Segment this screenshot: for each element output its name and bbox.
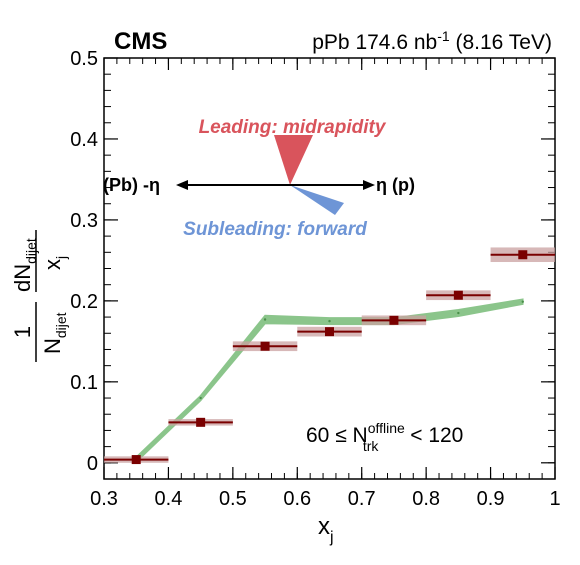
data-point: [131, 455, 141, 465]
svg-text:1: 1: [10, 326, 35, 338]
svg-text:Ndijet: Ndijet: [40, 312, 69, 354]
subleading-label: Subleading: forward: [183, 219, 367, 240]
y-tick-label: 0.3: [70, 210, 98, 232]
y-tick-label: 0.4: [70, 129, 98, 151]
x-tick-labels: 0.3 0.4 0.5 0.6 0.7 0.8 0.9 1: [90, 488, 560, 510]
x-tick-label: 0.5: [219, 488, 247, 510]
eta-arrow-left-head: [176, 180, 188, 190]
y-tick-label: 0.2: [70, 291, 98, 313]
data-point: [196, 417, 206, 427]
x-axis-title: xj: [318, 513, 334, 546]
axis-ticks: [103, 57, 556, 480]
y-axis-title: 1 Ndijet dNdijet xj: [10, 230, 69, 362]
x-tick-label: 0.6: [283, 488, 311, 510]
eta-right-label: η (p): [376, 175, 415, 195]
leading-jet-cone: [274, 135, 313, 185]
x-tick-label: 0.9: [477, 488, 505, 510]
x-tick-label: 0.8: [412, 488, 440, 510]
x-tick-label: 1: [549, 488, 560, 510]
eta-left-label: (Pb) -η: [103, 175, 160, 195]
dataset-label: pPb 174.6 nb-1 (8.16 TeV): [312, 28, 552, 54]
x-tick-label: 0.7: [348, 488, 376, 510]
leading-label: Leading: midrapidity: [199, 117, 387, 138]
svg-text:dNdijet: dNdijet: [10, 238, 39, 292]
y-tick-label: 0.5: [70, 48, 98, 70]
experiment-label: CMS: [114, 28, 167, 55]
y-tick-label: 0: [87, 453, 98, 475]
subleading-jet-cone: [290, 185, 344, 215]
y-tick-label: 0.1: [70, 372, 98, 394]
model-band-point: [521, 300, 524, 303]
y-tick-labels: 0 0.1 0.2 0.3 0.4 0.5: [70, 48, 98, 475]
data-series: [104, 247, 555, 465]
model-band-point: [263, 318, 267, 321]
selection-label: 60 ≤ Noffline trk < 120: [306, 420, 463, 454]
x-tick-label: 0.3: [90, 488, 118, 510]
data-point: [518, 250, 528, 260]
data-point: [260, 341, 270, 351]
svg-text:xj: xj: [40, 256, 69, 270]
eta-arrow-right-head: [363, 180, 375, 190]
data-point: [453, 290, 463, 300]
model-band-area: [135, 298, 524, 464]
model-band-point: [457, 311, 460, 315]
model-band-point: [328, 319, 331, 323]
data-point: [325, 327, 334, 337]
model-band-point: [199, 396, 202, 400]
x-tick-label: 0.4: [155, 488, 183, 510]
data-point: [389, 315, 399, 325]
